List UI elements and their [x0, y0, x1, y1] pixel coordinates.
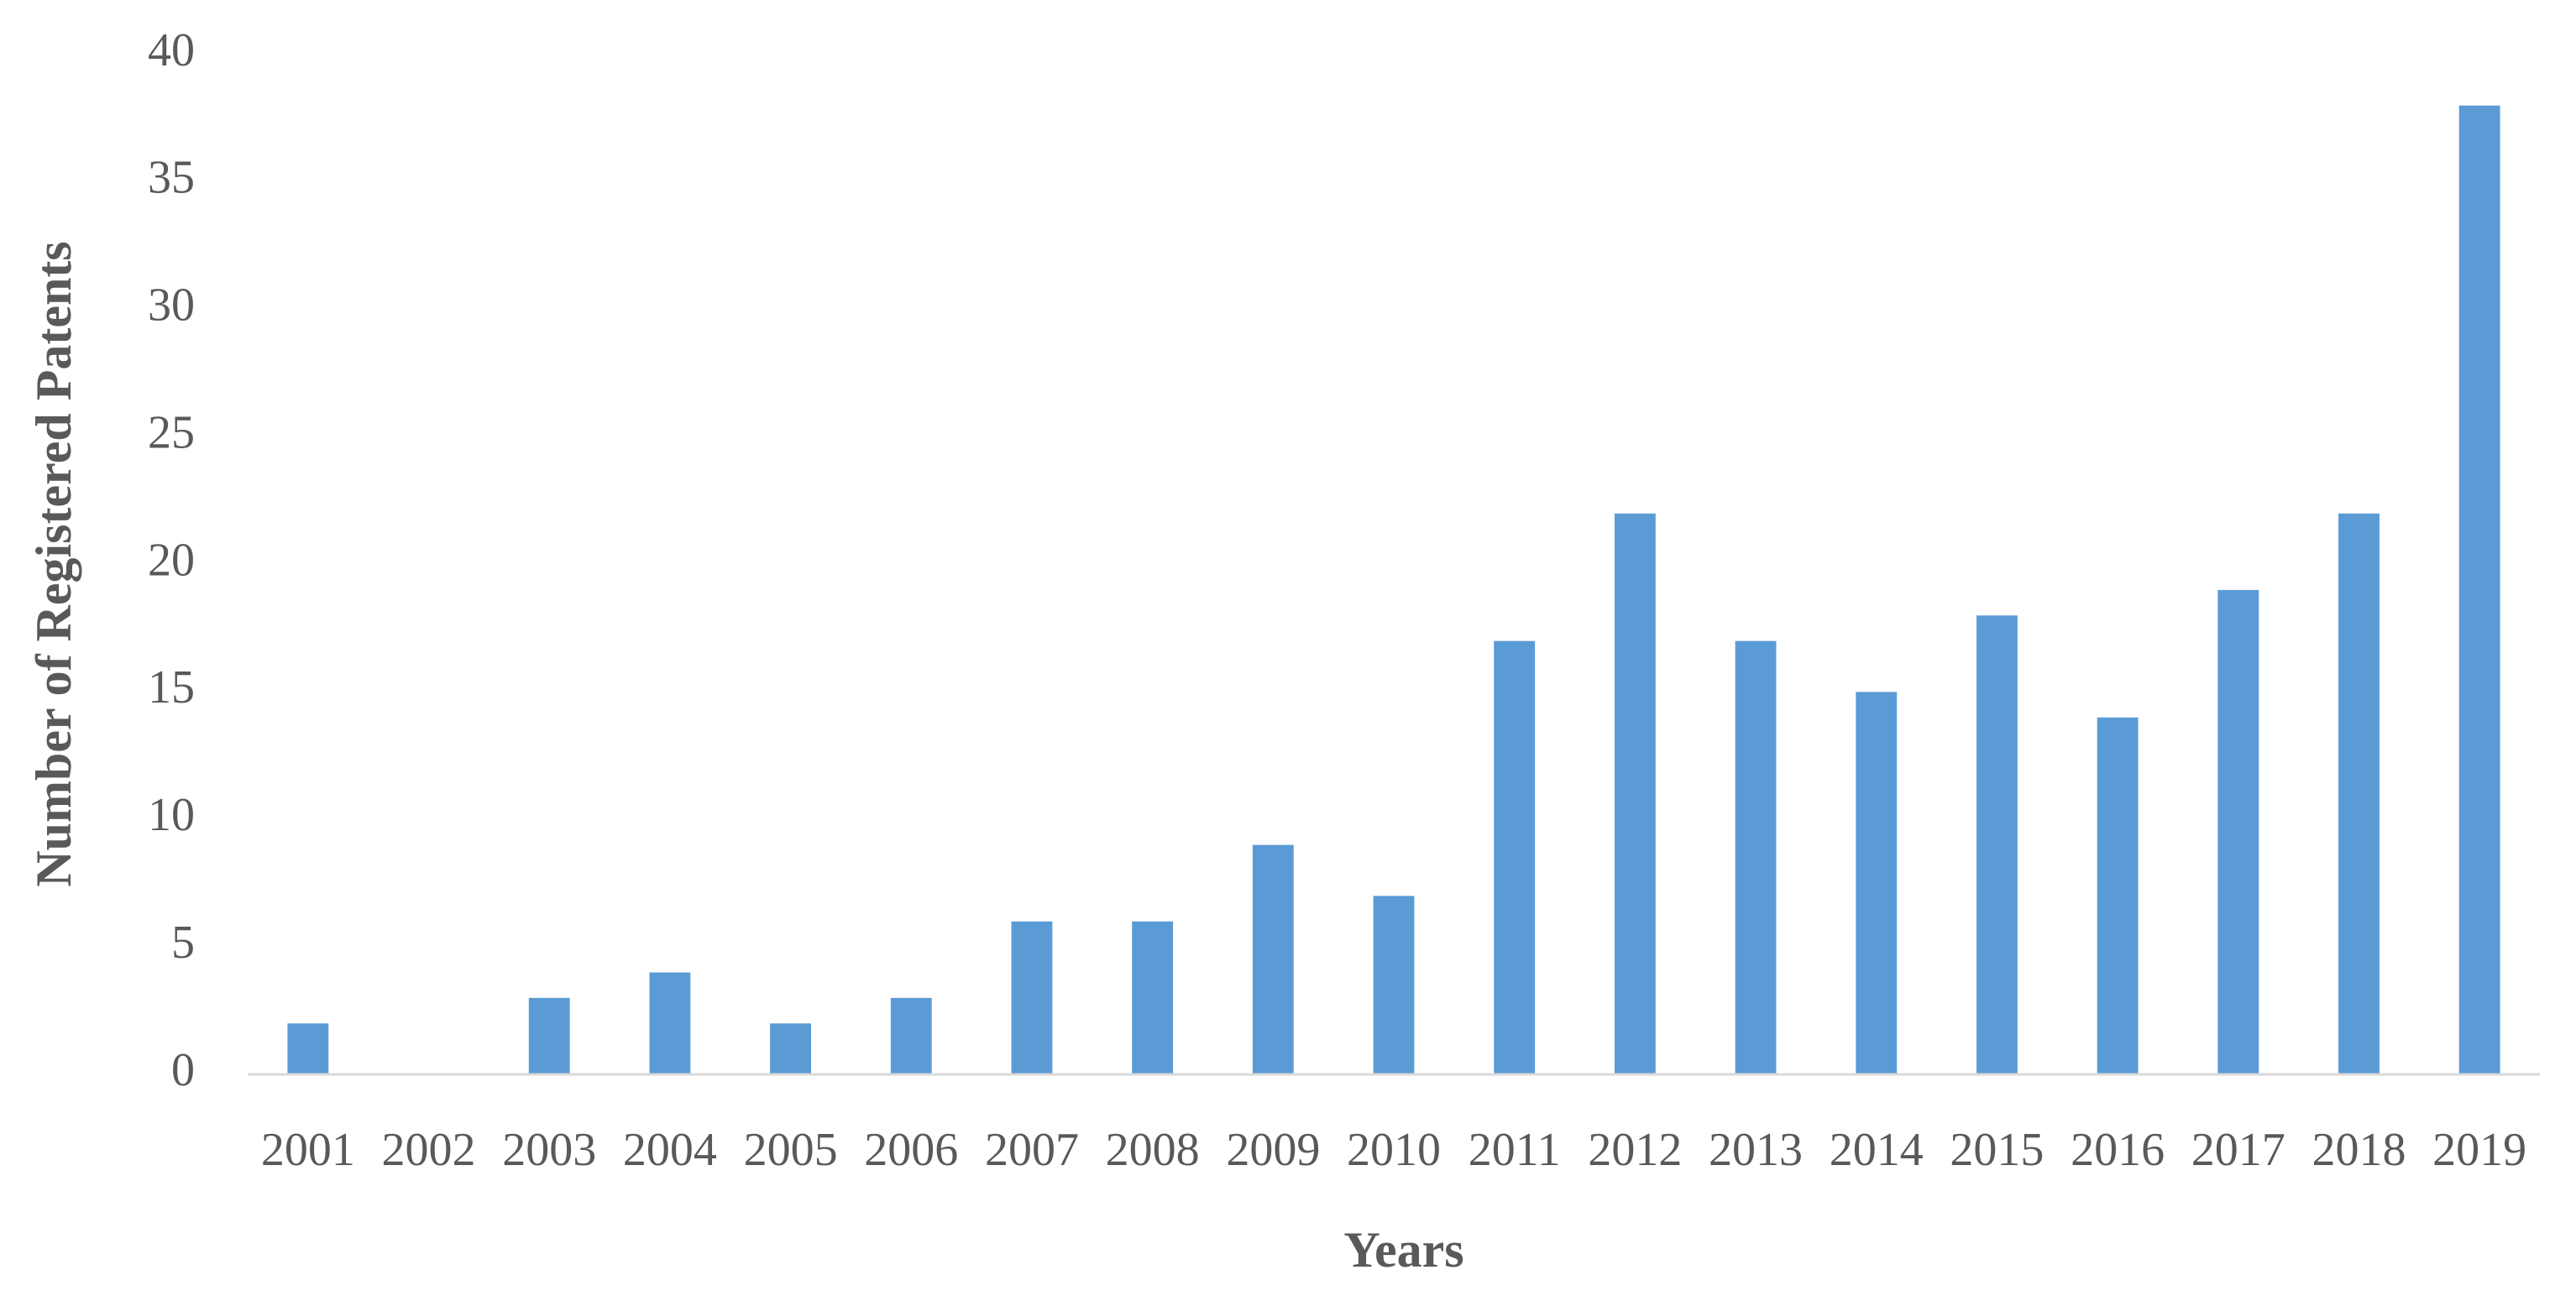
bar: [1856, 692, 1898, 1074]
bar: [1494, 640, 1536, 1074]
x-tick-label: 2007: [985, 1124, 1079, 1176]
bar: [770, 1023, 812, 1074]
x-tick-label: 2016: [2071, 1124, 2165, 1176]
x-tick-label: 2018: [2312, 1124, 2406, 1176]
x-tick-label: 2005: [744, 1124, 838, 1176]
x-tick-label: 2011: [1469, 1124, 1561, 1176]
bar: [1735, 640, 1777, 1074]
y-tick-label: 25: [148, 406, 195, 458]
x-tick-label: 2009: [1226, 1124, 1320, 1176]
x-tick-label: 2003: [502, 1124, 596, 1176]
x-tick-label: 2001: [261, 1124, 355, 1176]
bar: [1011, 921, 1053, 1074]
x-tick-label: 2017: [2191, 1124, 2285, 1176]
x-tick-label: 2008: [1106, 1124, 1200, 1176]
x-tick-label: 2004: [623, 1124, 717, 1176]
bar: [2097, 717, 2139, 1074]
y-axis-title: Number of Registered Patents: [26, 241, 81, 886]
y-tick-label: 30: [148, 280, 195, 332]
bar: [2338, 513, 2380, 1074]
bar: [2217, 589, 2259, 1074]
bar: [287, 1023, 329, 1074]
x-axis-title: Years: [1343, 1222, 1463, 1278]
y-tick-label: 5: [171, 917, 195, 969]
x-tick-label: 2014: [1830, 1124, 1924, 1176]
bar: [1252, 844, 1294, 1074]
x-tick-label: 2013: [1709, 1124, 1803, 1176]
x-tick-label: 2019: [2432, 1124, 2526, 1176]
y-tick-label: 35: [148, 152, 195, 204]
bar: [890, 997, 932, 1074]
bar: [649, 972, 691, 1074]
bar: [1373, 896, 1415, 1074]
bar: [1614, 513, 1656, 1074]
bar: [2458, 105, 2500, 1074]
x-tick-label: 2012: [1588, 1124, 1682, 1176]
x-tick-label: 2006: [864, 1124, 958, 1176]
bar: [1132, 921, 1174, 1074]
y-tick-label: 15: [148, 661, 195, 713]
bar: [1976, 615, 2018, 1074]
y-tick-label: 10: [148, 789, 195, 841]
y-tick-label: 40: [148, 24, 195, 76]
y-tick-label: 0: [171, 1044, 195, 1096]
x-tick-label: 2002: [382, 1124, 476, 1176]
x-tick-label: 2010: [1347, 1124, 1441, 1176]
y-tick-label: 20: [148, 534, 195, 586]
x-tick-label: 2015: [1950, 1124, 2044, 1176]
bar: [528, 997, 570, 1074]
